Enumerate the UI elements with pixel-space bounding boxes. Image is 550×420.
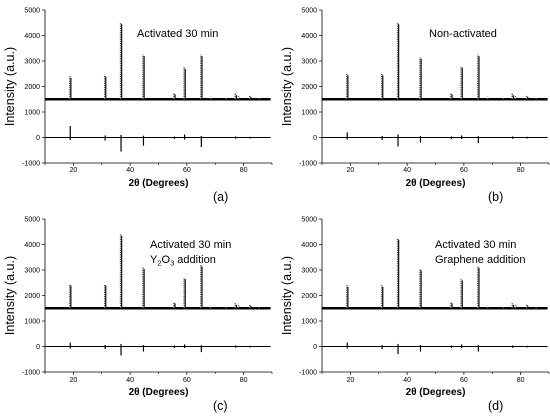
x-axis-label-part: 2 xyxy=(129,387,135,398)
x-axis-label: 2θ (Degrees) xyxy=(406,178,466,189)
y-tick-label: 4000 xyxy=(301,242,317,249)
x-tick-label: 80 xyxy=(240,377,248,384)
y-tick-label: 5000 xyxy=(24,7,40,14)
y-tick-label: 0 xyxy=(313,135,317,142)
panel-label: (c) xyxy=(213,399,228,413)
x-axis-label: 2θ (Degrees) xyxy=(129,178,189,189)
annotation-part: Activated 30 min xyxy=(137,28,218,40)
y-tick-label: 4000 xyxy=(24,242,40,249)
y-tick-label: 5000 xyxy=(301,7,317,14)
x-axis-label-part: 2 xyxy=(129,178,135,189)
x-axis-label-part: (Degrees) xyxy=(140,387,189,398)
annotation-part: Graphene addition xyxy=(435,254,526,266)
x-tick-label: 40 xyxy=(403,167,411,174)
chart-annotation: Y2O3 addition xyxy=(150,254,216,268)
y-tick-label: 0 xyxy=(313,344,317,351)
y-tick-label: 0 xyxy=(36,344,40,351)
x-tick-label: 20 xyxy=(346,167,354,174)
x-tick-label: 40 xyxy=(403,377,411,384)
x-tick-label: 60 xyxy=(183,377,191,384)
chart-panel-b: -1000 0 1000 2000 3000 4000 5000 20 40 60 80 Intens… xyxy=(280,7,550,204)
annotation-part: Activated 30 min xyxy=(150,239,231,251)
y-tick-label: 3000 xyxy=(301,267,317,274)
y-tick-label: 2000 xyxy=(301,293,317,300)
annotation-part: O xyxy=(162,254,171,266)
y-tick-label: 1000 xyxy=(301,109,317,116)
y-tick-label: 1000 xyxy=(301,318,317,325)
panel-label: (d) xyxy=(488,399,503,413)
theta-symbol: θ xyxy=(134,178,139,189)
subscript: 3 xyxy=(170,259,174,268)
chart-panel-d: -1000 0 1000 2000 3000 4000 5000 20 40 60 80 Intens… xyxy=(280,216,550,413)
x-axis-label-part: (Degrees) xyxy=(417,387,466,398)
panel-label: (b) xyxy=(488,190,503,204)
x-tick-label: 80 xyxy=(517,377,525,384)
y-tick-label: 5000 xyxy=(24,216,40,223)
y-axis-label: Intensity (a.u.) xyxy=(3,256,17,335)
panel-label: (a) xyxy=(213,190,228,204)
chart-panel-c: -1000 0 1000 2000 3000 4000 5000 20 40 60 80 Intens… xyxy=(3,216,273,413)
y-tick-label: 2000 xyxy=(24,293,40,300)
x-tick-label: 80 xyxy=(517,167,525,174)
y-axis-label: Intensity (a.u.) xyxy=(280,47,294,126)
annotation-part: Activated 30 min xyxy=(435,239,516,251)
y-axis-label: Intensity (a.u.) xyxy=(3,47,17,126)
y-tick-label: 1000 xyxy=(24,318,40,325)
annotation-part: Non-activated xyxy=(429,28,497,40)
x-tick-label: 40 xyxy=(126,167,134,174)
y-axis-label: Intensity (a.u.) xyxy=(280,256,294,335)
x-tick-label: 80 xyxy=(240,167,248,174)
x-axis-label-part: (Degrees) xyxy=(417,178,466,189)
x-axis-label-part: 2 xyxy=(406,178,412,189)
theta-symbol: θ xyxy=(411,178,416,189)
y-tick-label: -1000 xyxy=(22,160,40,167)
x-tick-label: 20 xyxy=(69,167,77,174)
y-tick-label: 2000 xyxy=(301,84,317,91)
annotation-part: addition xyxy=(174,254,216,266)
y-tick-label: 5000 xyxy=(301,216,317,223)
theta-symbol: θ xyxy=(134,387,139,398)
chart-annotation: Non-activated xyxy=(429,28,497,40)
x-tick-label: 60 xyxy=(460,167,468,174)
x-axis-label-part: 2 xyxy=(406,387,412,398)
chart-annotation: Activated 30 min xyxy=(435,239,516,251)
x-axis-label-part: (Degrees) xyxy=(140,178,189,189)
theta-symbol: θ xyxy=(411,387,416,398)
y-tick-label: 3000 xyxy=(24,58,40,65)
annotation-part: Y xyxy=(150,254,158,266)
y-tick-label: 3000 xyxy=(24,267,40,274)
x-tick-label: 60 xyxy=(460,377,468,384)
y-tick-label: 2000 xyxy=(24,84,40,91)
x-tick-label: 40 xyxy=(126,377,134,384)
y-tick-label: 4000 xyxy=(24,33,40,40)
y-tick-label: 0 xyxy=(36,135,40,142)
y-tick-label: 3000 xyxy=(301,58,317,65)
chart-annotation: Activated 30 min xyxy=(150,239,231,251)
y-tick-label: -1000 xyxy=(299,160,317,167)
x-axis-label: 2θ (Degrees) xyxy=(406,387,466,398)
y-tick-label: -1000 xyxy=(299,369,317,376)
x-axis-label: 2θ (Degrees) xyxy=(129,387,189,398)
y-tick-label: -1000 xyxy=(22,369,40,376)
subscript: 2 xyxy=(157,259,161,268)
x-tick-label: 20 xyxy=(69,377,77,384)
y-tick-label: 1000 xyxy=(24,109,40,116)
y-tick-label: 4000 xyxy=(301,33,317,40)
x-tick-label: 60 xyxy=(183,167,191,174)
chart-annotation: Activated 30 min xyxy=(137,28,218,40)
chart-panel-a: -1000 0 1000 2000 3000 4000 5000 20 40 60 80 Intens… xyxy=(3,7,273,204)
chart-annotation: Graphene addition xyxy=(435,254,526,266)
x-tick-label: 20 xyxy=(346,377,354,384)
